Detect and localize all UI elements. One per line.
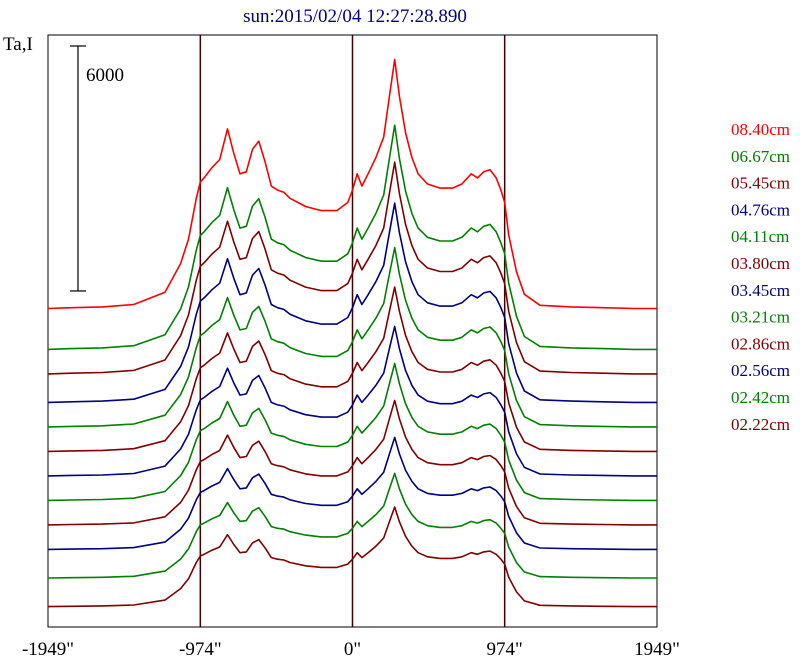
chart-title: sun:2015/02/04 12:27:28.890 — [243, 6, 467, 27]
series-line-06.67cm — [47, 124, 657, 351]
legend-entry-04.11cm: 04.11cm — [731, 227, 789, 246]
series-line-04.76cm — [47, 202, 657, 404]
legend-entry-03.45cm: 03.45cm — [731, 281, 790, 300]
series-line-05.45cm — [47, 161, 657, 375]
legend-entry-03.21cm: 03.21cm — [731, 308, 790, 327]
series-line-02.86cm — [47, 399, 657, 526]
x-tick-label-2: 0" — [344, 639, 361, 660]
series-line-04.11cm — [47, 246, 657, 428]
legend-entry-05.45cm: 05.45cm — [731, 174, 790, 193]
series-line-03.21cm — [47, 362, 657, 502]
series-line-03.45cm — [47, 325, 657, 477]
legend-entry-04.76cm: 04.76cm — [731, 200, 790, 219]
scale-bar-label: 6000 — [86, 65, 124, 86]
legend-entry-03.80cm: 03.80cm — [731, 254, 790, 273]
x-tick-label-4: 1949" — [634, 639, 680, 660]
legend-entry-06.67cm: 06.67cm — [731, 147, 790, 166]
x-tick-label-0: -1949" — [22, 639, 74, 660]
x-tick-labels: -1949" -974" 0" 974" 1949" — [22, 639, 680, 660]
legend: 08.40cm 06.67cm 05.45cm 04.76cm 04.11cm 03.80… — [731, 120, 790, 434]
series-line-08.40cm — [47, 58, 657, 310]
series-line-02.42cm — [47, 472, 657, 579]
series-line-02.56cm — [47, 436, 657, 551]
legend-entry-02.56cm: 02.56cm — [731, 361, 790, 380]
scale-bar: 6000 — [70, 45, 124, 292]
series-line-02.22cm — [47, 506, 657, 608]
series-lines — [47, 58, 657, 608]
x-tick-label-1: -974" — [179, 639, 222, 660]
y-axis-label: Ta,I — [3, 34, 33, 55]
series-line-03.80cm — [47, 286, 657, 453]
legend-entry-02.22cm: 02.22cm — [731, 415, 790, 434]
legend-entry-08.40cm: 08.40cm — [731, 120, 790, 139]
x-tick-label-3: 974" — [487, 639, 523, 660]
legend-entry-02.86cm: 02.86cm — [731, 334, 790, 353]
vertical-reference-lines — [199, 35, 506, 627]
legend-entry-02.42cm: 02.42cm — [731, 388, 790, 407]
